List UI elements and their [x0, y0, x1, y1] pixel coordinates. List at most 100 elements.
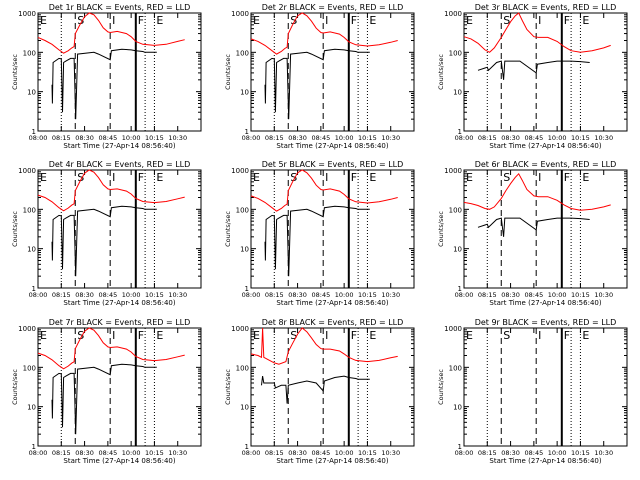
y-tick-label: 1 [245, 128, 249, 136]
marker-label: I [112, 329, 115, 342]
marker-label: S [503, 14, 510, 27]
y-tick-label: 100 [236, 364, 249, 372]
x-tick-label: 10:15 [145, 134, 164, 142]
marker-label: F [564, 14, 570, 27]
y-axis-label: Counts/sec [437, 211, 445, 247]
y-tick-label: 10 [453, 89, 462, 97]
x-axis-label: Start Time (27-Apr-14 08:56:40) [63, 142, 175, 150]
marker-label: E [466, 329, 473, 342]
x-axis-label: Start Time (27-Apr-14 08:56:40) [276, 299, 388, 307]
plot-frame [37, 12, 202, 132]
y-tick-label: 100 [449, 206, 462, 214]
x-axis-label: Start Time (27-Apr-14 08:56:40) [489, 299, 601, 307]
x-tick-label: 08:15 [478, 291, 497, 299]
marker-label: I [112, 14, 115, 27]
y-tick-label: 10 [27, 246, 36, 254]
panel-title: Det 7r BLACK = Events, RED = LLD [49, 318, 191, 327]
x-tick-label: 10:00 [335, 134, 354, 142]
events-series-line [264, 48, 370, 120]
x-tick-label: 08:30 [288, 449, 307, 457]
x-tick-label: 10:00 [122, 134, 141, 142]
y-tick-label: 1 [458, 128, 462, 136]
y-tick-label: 1000 [18, 325, 36, 333]
x-tick-label: 08:15 [52, 291, 71, 299]
lld-series-line [250, 169, 398, 212]
marker-label: E [40, 329, 47, 342]
x-tick-label: 10:00 [335, 291, 354, 299]
y-axis-label: Counts/sec [224, 369, 232, 405]
x-tick-label: 10:00 [548, 134, 567, 142]
marker-label: E [582, 329, 589, 342]
marker-label: E [466, 14, 473, 27]
y-tick-label: 100 [236, 206, 249, 214]
x-tick-label: 10:15 [145, 449, 164, 457]
x-tick-label: 08:15 [265, 449, 284, 457]
y-tick-label: 10 [240, 89, 249, 97]
y-tick-label: 1000 [444, 10, 462, 18]
y-tick-label: 1 [32, 285, 36, 293]
y-tick-label: 1000 [231, 325, 249, 333]
x-tick-label: 08:15 [478, 449, 497, 457]
x-tick-label: 08:45 [311, 291, 330, 299]
x-tick-label: 08:00 [242, 291, 261, 299]
marker-label: F [138, 329, 144, 342]
x-tick-label: 08:15 [265, 291, 284, 299]
marker-label: S [77, 171, 84, 184]
y-tick-label: 1 [245, 443, 249, 451]
marker-label: S [290, 329, 297, 342]
y-axis-label: Counts/sec [437, 54, 445, 90]
y-tick-label: 10 [453, 404, 462, 412]
x-tick-label: 08:30 [501, 449, 520, 457]
marker-label: E [40, 171, 47, 184]
plot-frame [250, 169, 415, 289]
y-tick-label: 10 [240, 246, 249, 254]
events-series-line [51, 363, 157, 435]
x-tick-label: 08:45 [524, 449, 543, 457]
x-tick-label: 08:45 [98, 134, 117, 142]
panel-title: Det 1r BLACK = Events, RED = LLD [49, 3, 191, 12]
x-tick-label: 10:00 [548, 449, 567, 457]
marker-label: E [156, 171, 163, 184]
lld-series-line [250, 12, 398, 55]
x-tick-label: 10:15 [358, 291, 377, 299]
marker-label: E [253, 14, 260, 27]
x-tick-label: 10:15 [358, 134, 377, 142]
x-axis-label: Start Time (27-Apr-14 08:56:40) [63, 299, 175, 307]
x-tick-label: 10:00 [122, 449, 141, 457]
x-tick-label: 08:30 [501, 291, 520, 299]
x-tick-label: 08:00 [455, 291, 474, 299]
x-tick-label: 08:00 [242, 449, 261, 457]
panel-title: Det 4r BLACK = Events, RED = LLD [49, 160, 191, 169]
marker-label: E [582, 14, 589, 27]
plot-frame [250, 12, 415, 132]
x-tick-label: 08:00 [455, 134, 474, 142]
x-tick-label: 08:45 [98, 291, 117, 299]
marker-label: F [138, 14, 144, 27]
events-series-line [264, 205, 370, 277]
plot-frame [37, 169, 202, 289]
x-tick-label: 10:00 [122, 291, 141, 299]
x-tick-label: 08:15 [478, 134, 497, 142]
marker-label: I [538, 14, 541, 27]
x-tick-label: 10:30 [168, 449, 187, 457]
x-axis-label: Start Time (27-Apr-14 08:56:40) [276, 457, 388, 465]
y-tick-label: 1 [458, 285, 462, 293]
panel-title: Det 3r BLACK = Events, RED = LLD [475, 3, 617, 12]
x-tick-label: 10:30 [381, 449, 400, 457]
marker-label: I [325, 171, 328, 184]
y-axis-label: Counts/sec [224, 211, 232, 247]
y-axis-label: Counts/sec [437, 369, 445, 405]
x-tick-label: 10:15 [571, 134, 590, 142]
marker-label: E [156, 14, 163, 27]
marker-label: E [40, 14, 47, 27]
panel-title: Det 8r BLACK = Events, RED = LLD [262, 318, 404, 327]
y-tick-label: 10 [27, 89, 36, 97]
plot-frame [463, 169, 628, 289]
x-tick-label: 08:15 [265, 134, 284, 142]
events-series-line [477, 60, 590, 80]
x-tick-label: 10:30 [381, 291, 400, 299]
